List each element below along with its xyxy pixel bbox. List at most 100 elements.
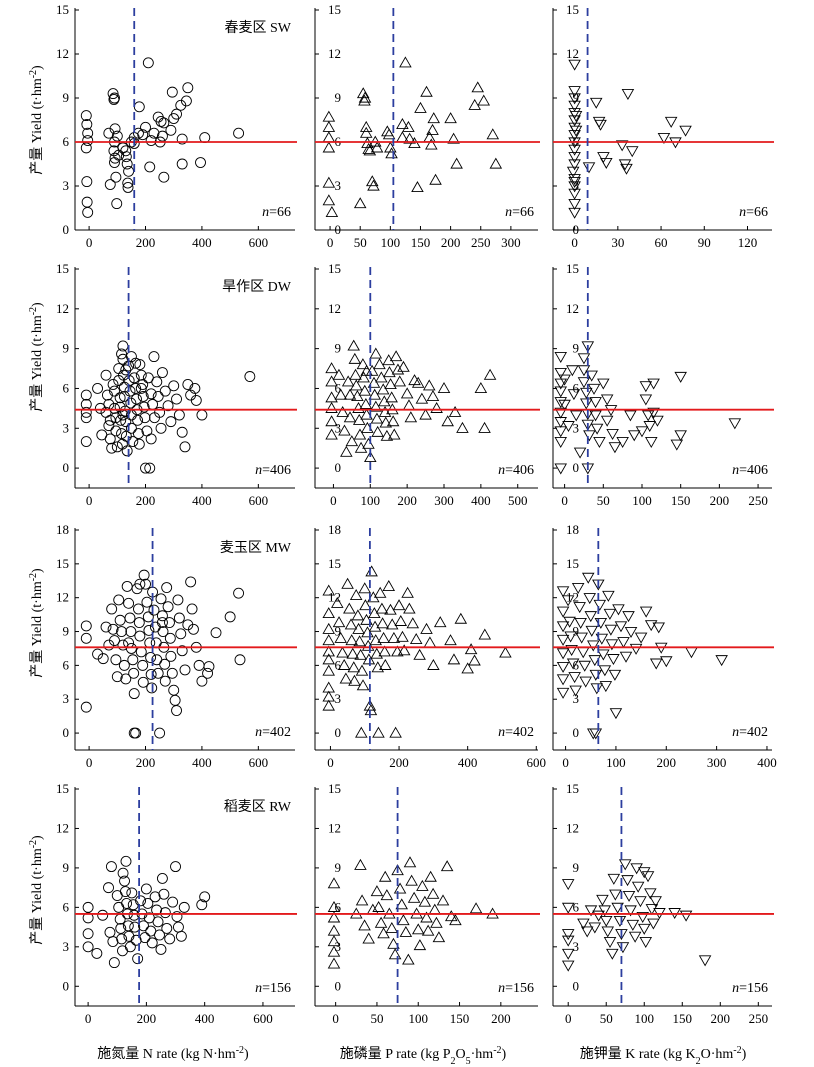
x-tick-label: 0 — [86, 235, 93, 250]
sample-size-value: =406 — [262, 463, 291, 478]
data-point — [140, 462, 151, 474]
panel-1-3: 036912150306090120n=66 — [552, 2, 774, 250]
y-title-sup: -2 — [28, 307, 39, 315]
data-point — [359, 126, 373, 138]
data-point — [372, 900, 385, 912]
data-point — [628, 931, 642, 943]
x-tick-label: 0 — [561, 493, 568, 508]
data-point — [325, 375, 338, 387]
y-tick-label: 0 — [63, 725, 70, 740]
y-tick-label: 12 — [328, 590, 341, 605]
x-title-mid: O — [456, 1047, 466, 1062]
y-tick-label: 9 — [573, 341, 580, 356]
data-point — [117, 867, 129, 879]
data-point — [107, 623, 119, 635]
data-point — [556, 586, 570, 598]
data-point — [114, 392, 126, 404]
data-point — [182, 379, 194, 390]
data-point — [355, 894, 369, 906]
data-point — [448, 405, 462, 417]
x-title-sup: -2 — [733, 1045, 741, 1056]
y-tick-label: 9 — [63, 90, 70, 105]
data-point — [337, 658, 351, 670]
data-point — [193, 659, 205, 671]
data-point — [121, 158, 133, 170]
x-tick-label: 60 — [655, 235, 668, 250]
y-tick-label: 15 — [566, 556, 579, 571]
data-point — [647, 378, 660, 390]
x-tick-label: 600 — [249, 493, 269, 508]
data-point — [664, 116, 678, 128]
data-point — [166, 86, 178, 98]
data-point — [172, 594, 184, 606]
data-point — [325, 362, 338, 374]
data-point — [394, 614, 408, 626]
x-tick-label: 100 — [361, 493, 381, 508]
y-tick-label: 15 — [328, 2, 341, 17]
data-point — [635, 426, 649, 438]
data-point — [587, 728, 600, 740]
data-point — [600, 415, 614, 427]
data-point — [430, 401, 443, 413]
data-point — [353, 635, 366, 647]
data-point — [343, 602, 356, 614]
x-tick-label: 400 — [471, 493, 491, 508]
data-point — [146, 937, 158, 949]
sample-size-label: n=402 — [498, 725, 534, 740]
data-point — [196, 675, 208, 687]
data-point — [340, 445, 353, 457]
x-tick-label: 200 — [136, 235, 156, 250]
data-point — [100, 621, 112, 633]
data-point — [427, 658, 440, 670]
y-title-sup: -2 — [28, 840, 39, 848]
data-point — [561, 960, 575, 972]
data-point — [600, 157, 613, 169]
data-point — [568, 672, 581, 684]
data-point — [478, 421, 491, 433]
data-point — [561, 902, 575, 914]
data-point — [604, 624, 618, 636]
data-point — [122, 177, 134, 189]
data-point — [375, 602, 389, 614]
data-point — [641, 410, 655, 422]
data-point — [499, 646, 512, 658]
x-tick-label: 0 — [85, 1011, 92, 1026]
data-point — [589, 97, 603, 109]
data-point — [156, 617, 168, 628]
data-point — [597, 649, 610, 661]
data-point — [133, 127, 144, 139]
x-tick-label: 200 — [397, 493, 417, 508]
x-tick-label: 150 — [411, 235, 431, 250]
data-point — [569, 125, 583, 137]
data-point — [172, 921, 184, 933]
data-point — [569, 685, 582, 697]
data-point — [594, 119, 607, 131]
data-point — [358, 919, 371, 931]
x-title-tail: ·hm — [471, 1047, 494, 1062]
data-point — [80, 412, 92, 424]
data-point — [387, 937, 400, 949]
data-point — [331, 596, 344, 608]
data-point — [649, 658, 663, 670]
x-tick-label: 100 — [408, 1011, 428, 1026]
data-point — [426, 390, 440, 401]
data-point — [113, 363, 125, 374]
y-tick-label: 15 — [56, 781, 69, 796]
data-point — [397, 644, 411, 656]
data-point — [339, 672, 353, 684]
data-point — [447, 132, 460, 144]
data-point — [145, 388, 157, 400]
data-point — [423, 636, 437, 648]
x-tick-label: 200 — [136, 493, 156, 508]
data-point — [556, 606, 570, 618]
data-point — [156, 367, 168, 378]
data-point — [120, 416, 132, 428]
y-tick-label: 0 — [335, 460, 342, 475]
sample-size-label: n=406 — [498, 463, 534, 478]
data-point — [580, 387, 593, 399]
data-point — [109, 92, 120, 104]
